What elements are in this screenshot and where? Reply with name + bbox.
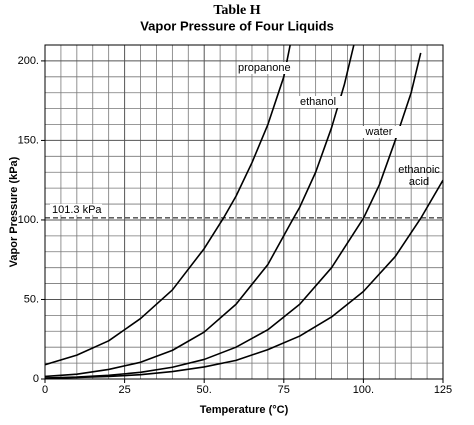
y-tick-label: 200. xyxy=(18,55,39,67)
series-line xyxy=(45,179,443,379)
chart-subtitle: Vapor Pressure of Four Liquids xyxy=(140,18,334,33)
y-tick-label: 150. xyxy=(18,134,39,146)
reference-label: 101.3 kPa xyxy=(52,204,102,216)
series-label: water xyxy=(354,126,404,138)
x-axis-label: Temperature (°C) xyxy=(200,404,289,416)
series-line xyxy=(45,45,355,378)
x-tick-label: 25 xyxy=(118,384,130,396)
x-tick-label: 100. xyxy=(353,384,374,396)
series-label: propanone xyxy=(238,62,291,74)
series-line xyxy=(45,52,422,379)
x-tick-label: 0 xyxy=(42,384,48,396)
series-line xyxy=(45,45,291,366)
series-label: ethanol xyxy=(293,96,343,108)
y-tick-label: 100. xyxy=(18,214,39,226)
reference-label-bg xyxy=(50,203,102,215)
y-axis-label: Vapor Pressure (kPa) xyxy=(8,156,20,267)
x-tick-label: 125 xyxy=(434,384,452,396)
y-tick-label: 50. xyxy=(24,293,39,305)
x-tick-label: 75 xyxy=(278,384,290,396)
x-tick-label: 50. xyxy=(197,384,212,396)
chart-title: Table H xyxy=(213,3,260,18)
plot-frame xyxy=(44,44,444,380)
series-label: ethanoic acid xyxy=(398,164,440,188)
y-tick-label: 0 xyxy=(33,373,39,385)
